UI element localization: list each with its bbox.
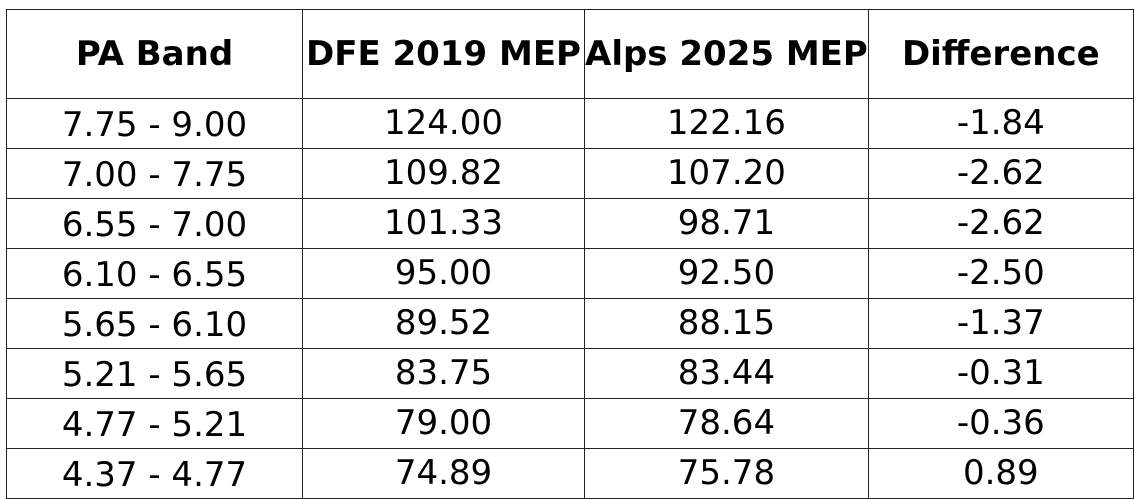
cell-alps-2025-mep: 78.64 bbox=[584, 398, 869, 449]
header-dfe-2019-mep: DFE 2019 MEP bbox=[302, 9, 585, 99]
cell-dfe-2019-mep: 124.00 bbox=[302, 98, 585, 149]
cell-difference: -0.31 bbox=[867, 348, 1134, 399]
cell-alps-2025-mep: 88.15 bbox=[584, 298, 869, 349]
cell-pa-band: 5.21 - 5.65 bbox=[6, 348, 303, 399]
cell-difference: -1.84 bbox=[867, 98, 1134, 149]
cell-dfe-2019-mep: 95.00 bbox=[302, 248, 585, 299]
cell-difference: 0.89 bbox=[867, 448, 1134, 499]
cell-dfe-2019-mep: 89.52 bbox=[302, 298, 585, 349]
header-difference: Difference bbox=[867, 9, 1134, 99]
cell-pa-band: 4.77 - 5.21 bbox=[6, 398, 303, 449]
table-row: 4.37 - 4.77 74.89 75.78 0.89 bbox=[6, 448, 1134, 499]
header-alps-2025-mep: Alps 2025 MEP bbox=[584, 9, 869, 99]
cell-dfe-2019-mep: 79.00 bbox=[302, 398, 585, 449]
cell-alps-2025-mep: 98.71 bbox=[584, 198, 869, 249]
table-row: 7.00 - 7.75 109.82 107.20 -2.62 bbox=[6, 148, 1134, 199]
cell-alps-2025-mep: 92.50 bbox=[584, 248, 869, 299]
cell-pa-band: 4.37 - 4.77 bbox=[6, 448, 303, 499]
table-row: 7.75 - 9.00 124.00 122.16 -1.84 bbox=[6, 98, 1134, 149]
table-row: 5.21 - 5.65 83.75 83.44 -0.31 bbox=[6, 348, 1134, 399]
table-row: 4.77 - 5.21 79.00 78.64 -0.36 bbox=[6, 398, 1134, 449]
cell-alps-2025-mep: 75.78 bbox=[584, 448, 869, 499]
cell-alps-2025-mep: 122.16 bbox=[584, 98, 869, 149]
cell-pa-band: 6.55 - 7.00 bbox=[6, 198, 303, 249]
cell-difference: -2.62 bbox=[867, 198, 1134, 249]
cell-dfe-2019-mep: 109.82 bbox=[302, 148, 585, 199]
cell-dfe-2019-mep: 101.33 bbox=[302, 198, 585, 249]
cell-difference: -1.37 bbox=[867, 298, 1134, 349]
cell-pa-band: 5.65 - 6.10 bbox=[6, 298, 303, 349]
cell-pa-band: 7.00 - 7.75 bbox=[6, 148, 303, 199]
cell-pa-band: 7.75 - 9.00 bbox=[6, 98, 303, 149]
table-row: 6.10 - 6.55 95.00 92.50 -2.50 bbox=[6, 248, 1134, 299]
table-row: 6.55 - 7.00 101.33 98.71 -2.62 bbox=[6, 198, 1134, 249]
cell-difference: -2.50 bbox=[867, 248, 1134, 299]
cell-difference: -2.62 bbox=[867, 148, 1134, 199]
header-pa-band: PA Band bbox=[6, 9, 303, 99]
cell-alps-2025-mep: 107.20 bbox=[584, 148, 869, 199]
cell-difference: -0.36 bbox=[867, 398, 1134, 449]
cell-pa-band: 6.10 - 6.55 bbox=[6, 248, 303, 299]
cell-alps-2025-mep: 83.44 bbox=[584, 348, 869, 399]
table-row: 5.65 - 6.10 89.52 88.15 -1.37 bbox=[6, 298, 1134, 349]
cell-dfe-2019-mep: 83.75 bbox=[302, 348, 585, 399]
mep-comparison-table: PA Band DFE 2019 MEP Alps 2025 MEP Diffe… bbox=[6, 9, 1134, 499]
header-row: PA Band DFE 2019 MEP Alps 2025 MEP Diffe… bbox=[6, 9, 1134, 99]
cell-dfe-2019-mep: 74.89 bbox=[302, 448, 585, 499]
